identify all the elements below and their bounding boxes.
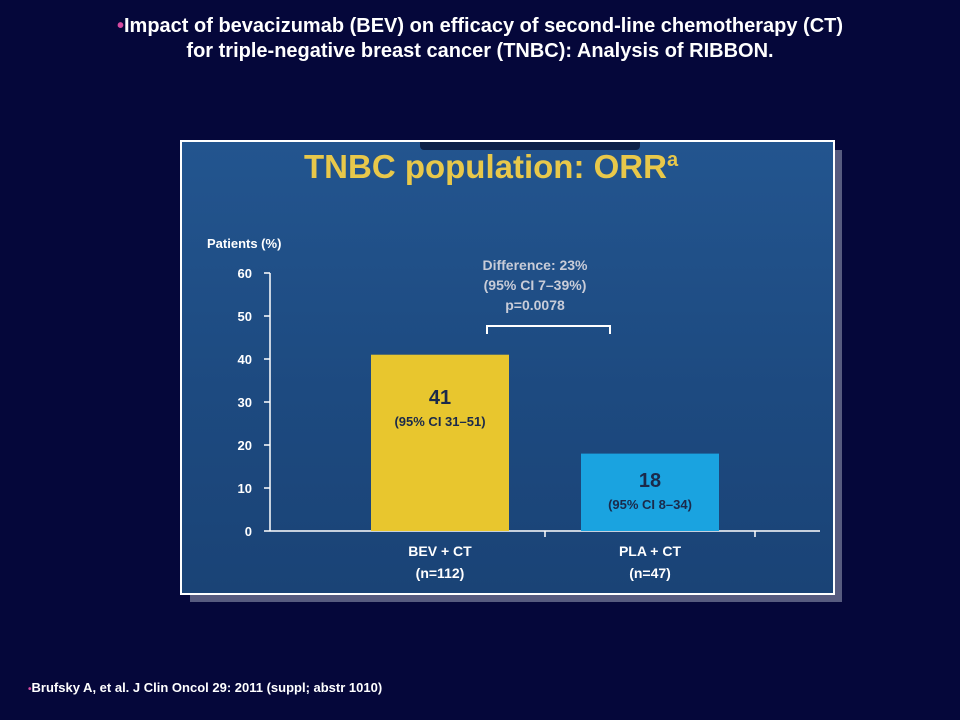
difference-p-value: p=0.0078 xyxy=(505,297,565,313)
bar-ci-label: (95% CI 31–51) xyxy=(394,414,485,429)
footer-bullet: • xyxy=(28,684,32,695)
chart-header-tab xyxy=(420,142,640,150)
difference-label: Difference: 23% xyxy=(482,257,588,273)
x-category-label: BEV + CT xyxy=(408,543,472,559)
y-tick-label: 60 xyxy=(238,266,252,281)
chart-frame: TNBC population: ORRa Patients (%) 0 10 20 30… xyxy=(180,140,835,595)
slide-title: •Impact of bevacizumab (BEV) on efficacy… xyxy=(20,14,940,64)
difference-bracket xyxy=(486,325,611,334)
x-category-sublabel: (n=112) xyxy=(416,565,465,581)
y-tick-label: 10 xyxy=(238,481,252,496)
citation-footer: •Brufsky A, et al. J Clin Oncol 29: 2011… xyxy=(28,680,382,695)
bar-value-label: 41 xyxy=(429,387,451,409)
difference-ci-label: (95% CI 7–39%) xyxy=(484,277,587,293)
bar-bev-ct xyxy=(371,354,509,531)
orr-bar-chart: TNBC population: ORRa Patients (%) 0 10 20 30… xyxy=(207,148,820,581)
chart-title-superscript: a xyxy=(667,149,679,171)
y-tick-label: 50 xyxy=(238,309,252,324)
x-category-label: PLA + CT xyxy=(619,543,682,559)
bar-pla-ct xyxy=(581,453,719,531)
bar-ci-label: (95% CI 8–34) xyxy=(608,497,692,512)
citation-text: Brufsky A, et al. J Clin Oncol 29: 2011 … xyxy=(31,680,383,695)
x-category-sublabel: (n=47) xyxy=(629,565,671,581)
bar-value-label: 18 xyxy=(639,470,661,492)
y-tick-label: 20 xyxy=(238,438,252,453)
title-line-2: for triple-negative breast cancer (TNBC)… xyxy=(186,40,774,62)
y-tick-label: 30 xyxy=(238,395,252,410)
title-bullet: • xyxy=(116,15,124,37)
chart-title: TNBC population: ORRa xyxy=(304,148,679,185)
y-tick-label: 0 xyxy=(245,524,252,539)
title-line-1: •Impact of bevacizumab (BEV) on efficacy… xyxy=(116,15,844,37)
y-axis-label: Patients (%) xyxy=(207,236,281,251)
y-tick-label: 40 xyxy=(238,352,252,367)
